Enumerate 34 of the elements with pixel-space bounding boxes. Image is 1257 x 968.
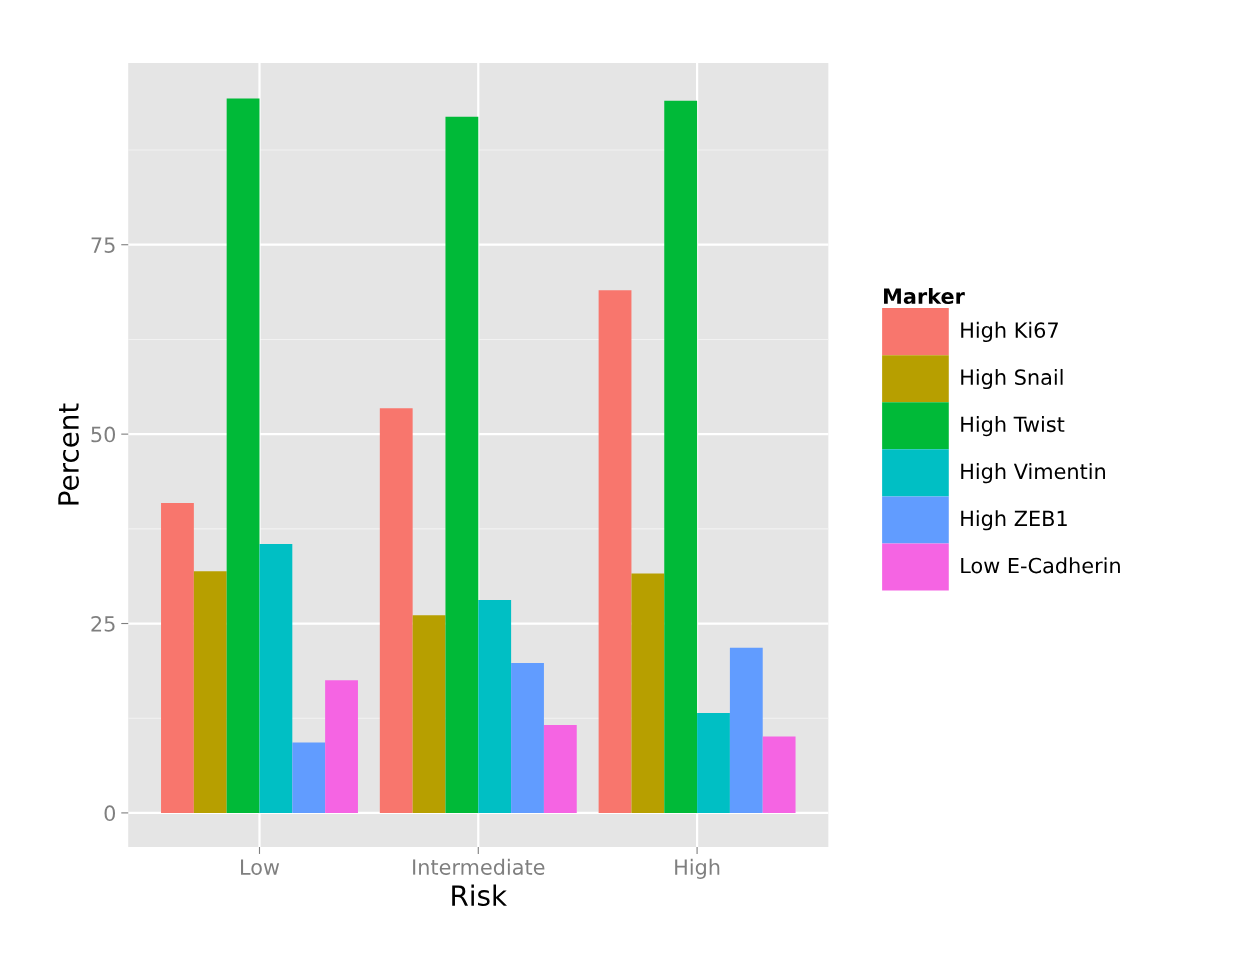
x-tick-label: Intermediate: [413, 858, 545, 875]
x-tick-label: Low: [241, 859, 280, 875]
legend-label: High Twist: [961, 416, 1065, 437]
bar: [161, 503, 194, 813]
bar: [598, 290, 632, 813]
bar: [543, 725, 577, 813]
bar: [226, 98, 260, 813]
bar: [193, 571, 227, 813]
bar: [729, 647, 763, 813]
y-tick-label: 50: [91, 426, 116, 443]
x-tick-label: High: [675, 858, 720, 879]
bar: [664, 100, 698, 813]
legend-label: High ZEB1: [961, 510, 1067, 531]
legend-label: High Vimentin: [961, 463, 1105, 484]
bar: [325, 680, 358, 813]
bar: [292, 742, 326, 813]
bar: [697, 712, 730, 813]
y-tick-label: 25: [91, 615, 115, 632]
y-axis-title: Percent: [58, 403, 79, 505]
bar: [445, 116, 479, 813]
bar: [259, 543, 293, 813]
bar: [478, 600, 512, 813]
bar: [379, 408, 413, 813]
bar: [631, 573, 665, 813]
bar: [412, 615, 446, 813]
y-tick-label: 0: [104, 805, 116, 822]
legend-label: High Ki67: [961, 321, 1058, 343]
bar: [762, 736, 796, 813]
legend-label: Low E-Cadherin: [961, 557, 1120, 574]
legend-label: High Snail: [961, 368, 1063, 390]
legend-title: Marker: [884, 287, 965, 305]
x-axis-title: Risk: [452, 884, 507, 907]
bar: [511, 662, 544, 813]
y-tick-label: 75: [91, 237, 115, 253]
